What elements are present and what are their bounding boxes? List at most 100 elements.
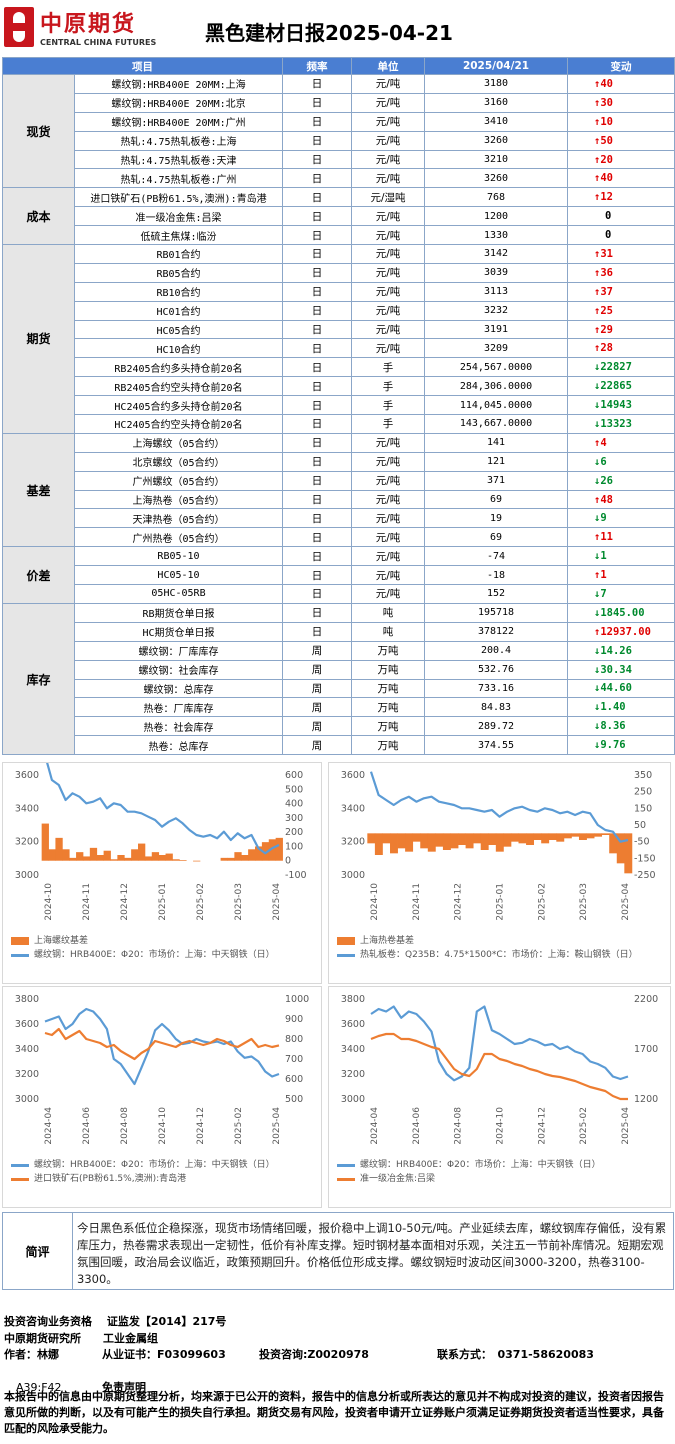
change-value: 20	[600, 153, 613, 166]
legend-item: 上海热卷基差	[337, 935, 662, 947]
value-cell: 1200	[424, 206, 568, 227]
arrow-up-icon: ↑	[594, 569, 601, 582]
change-cell: ↑28	[567, 338, 675, 359]
change-value: 1	[600, 569, 607, 582]
change-cell: ↑30	[567, 92, 675, 113]
item-cell: 广州热卷（05合约）	[74, 527, 283, 548]
legend-swatch	[11, 1178, 29, 1181]
x-tick-label: 2024-10	[370, 883, 380, 921]
change-value: 1.40	[600, 701, 626, 714]
legend-label: 上海螺纹基差	[34, 936, 89, 946]
basis-bar	[624, 833, 633, 874]
unit-cell: 元/吨	[351, 319, 425, 340]
arrow-down-icon: ↓	[594, 550, 601, 563]
value-cell: 3210	[424, 149, 568, 170]
change-value: 14943	[600, 399, 632, 412]
advisory-text: 投资咨询:Z0020978	[259, 1348, 369, 1361]
change-cell: ↓9.76	[567, 735, 675, 756]
change-value: 48	[600, 493, 613, 506]
basis-bar	[241, 855, 249, 861]
arrow-down-icon: ↓	[594, 474, 601, 487]
logo-text-cn: 中原期货	[40, 11, 137, 37]
change-value: 22865	[600, 380, 632, 393]
freq-cell: 日	[282, 319, 352, 340]
change-value: 4	[600, 436, 607, 449]
basis-bar	[594, 833, 603, 837]
legend-swatch	[11, 1164, 29, 1167]
change-value: 40	[600, 77, 613, 90]
legend-item: 准一级冶金焦:吕梁	[337, 1173, 662, 1185]
basis-bar	[427, 833, 436, 852]
y-right-tick-label: 500	[285, 784, 303, 795]
x-tick-label: 2024-12	[120, 883, 130, 921]
arrow-down-icon: ↓	[594, 587, 601, 600]
arrow-up-icon: ↑	[594, 96, 601, 109]
legend-label: 热轧板卷：Q235B：4.75*1500*C：市场价：上海：鞍山钢铁（日）	[360, 950, 638, 960]
value-cell: 141	[424, 432, 568, 453]
legend-label: 螺纹钢：HRB400E：Φ20：市场价：上海：中天钢铁（日）	[34, 950, 275, 960]
basis-bar	[131, 849, 139, 861]
basis-bar	[420, 833, 429, 849]
y-right-tick-label: 600	[285, 1074, 303, 1085]
change-value: 8.36	[600, 720, 626, 733]
item-cell: 天津热卷（05合约）	[74, 508, 283, 529]
arrow-up-icon: ↑	[594, 172, 601, 185]
report-header: 中原期货 CENTRAL CHINA FUTURES 黑色建材日报2025-04…	[0, 0, 675, 57]
change-cell: ↑4	[567, 432, 675, 453]
basis-bar	[495, 833, 504, 852]
y-right-tick-label: 1000	[285, 994, 309, 1005]
basis-bar	[510, 833, 519, 842]
legend-swatch	[337, 937, 355, 945]
legend-item: 上海螺纹基差	[11, 935, 313, 947]
item-cell: 上海热卷（05合约）	[74, 489, 283, 510]
basis-bar	[69, 857, 77, 861]
y-right-tick-label: 600	[285, 770, 303, 781]
basis-bar	[488, 833, 497, 845]
arrow-up-icon: ↑	[594, 436, 601, 449]
item-cell: HC05合约	[74, 319, 283, 340]
basis-bar	[458, 833, 466, 845]
y-right-tick-label: 700	[285, 1054, 303, 1065]
x-tick-label: 2025-03	[579, 883, 589, 921]
y-left-tick-label: 3800	[15, 994, 39, 1005]
item-cell: 热卷：社会库存	[74, 716, 283, 737]
arrow-up-icon: ↑	[594, 342, 601, 355]
y-left-tick-label: 3200	[341, 1069, 365, 1080]
freq-cell: 日	[282, 546, 352, 567]
basis-bar	[255, 846, 263, 861]
value-cell: 114,045.0000	[424, 395, 568, 416]
value-cell: 200.4	[424, 640, 568, 661]
x-tick-label: 2024-10	[44, 883, 54, 921]
change-value: 10	[600, 115, 613, 128]
basis-bar	[158, 855, 166, 861]
unit-cell: 元/吨	[351, 527, 425, 548]
y-left-tick-label: 3200	[15, 837, 39, 848]
item-cell: RB2405合约空头持仓前20名	[74, 376, 283, 397]
table-row: 05HC-05RB 日元/吨 152 ↓7	[3, 584, 675, 604]
change-cell: ↓22827	[567, 357, 675, 378]
basis-bar	[124, 857, 132, 861]
col-header-change: 变动	[567, 57, 675, 75]
comment-label: 简评	[3, 1213, 73, 1289]
x-tick-label: 2024-12	[454, 883, 464, 921]
arrow-down-icon: ↓	[594, 682, 601, 695]
y-right-tick-label: 900	[285, 1014, 303, 1025]
freq-cell: 日	[282, 527, 352, 548]
unit-cell: 元/吨	[351, 470, 425, 491]
item-cell: 热轧:4.75热轧板卷:天津	[74, 149, 283, 170]
item-cell: 螺纹钢：总库存	[74, 678, 283, 699]
y-right-tick-label: 1200	[634, 1094, 658, 1105]
logo-text-en: CENTRAL CHINA FUTURES	[40, 38, 157, 47]
y-right-tick-label: 500	[285, 1094, 303, 1105]
item-cell: HC05-10	[74, 565, 283, 586]
item-cell: RB05-10	[74, 546, 283, 567]
basis-bar	[563, 833, 572, 839]
y-right-tick-label: 250	[634, 787, 652, 798]
legend-swatch	[337, 1178, 355, 1181]
unit-cell: 万吨	[351, 659, 425, 680]
arrow-up-icon: ↑	[594, 266, 601, 279]
table-row: 基差 上海螺纹（05合约）日元/吨 141 ↑4	[2, 432, 675, 548]
change-cell: ↓13323	[567, 414, 675, 434]
item-cell: 北京螺纹（05合约）	[74, 451, 283, 472]
change-cell: ↓7	[567, 584, 675, 604]
